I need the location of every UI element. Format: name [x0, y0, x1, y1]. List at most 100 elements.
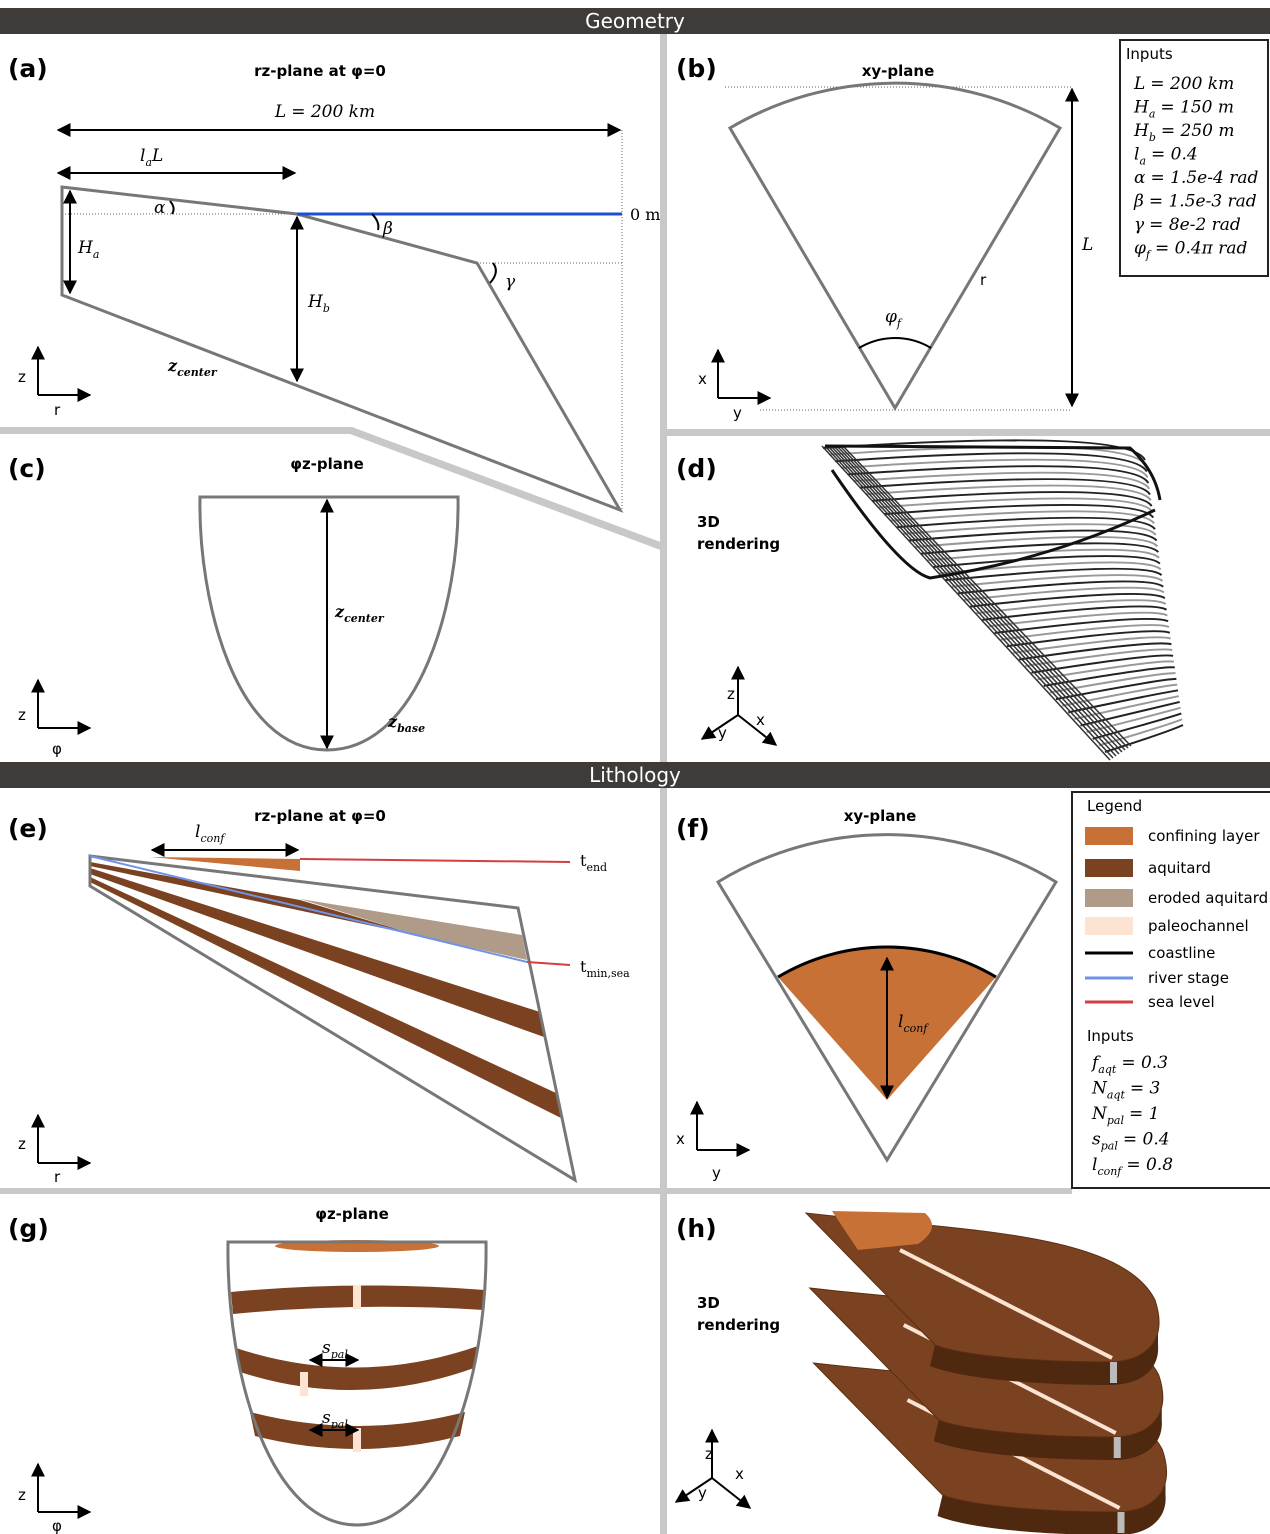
f-title: xy-plane: [844, 807, 917, 825]
b-l: L: [1081, 235, 1093, 255]
h-x: x: [735, 1465, 744, 1483]
symbol: H: [1133, 121, 1150, 141]
figure: GeometryLithology(a)rz-plane at φ=0L= 20…: [0, 0, 1270, 1534]
subscript: aqt: [1098, 1063, 1117, 1076]
h-y: y: [698, 1484, 707, 1502]
g-spal-0: spal: [322, 1338, 348, 1361]
panel-e: [90, 850, 575, 1180]
legend-items-2-label: eroded aquitard: [1148, 889, 1268, 907]
legend-title: Legend: [1087, 797, 1142, 815]
value: L: [151, 146, 163, 166]
symbol: φ: [1134, 239, 1146, 259]
subscript: pal: [331, 1348, 349, 1361]
cross-section: [200, 497, 458, 750]
value: = 200 km: [291, 102, 375, 122]
panel-a: [58, 130, 622, 510]
d-z: z: [727, 685, 735, 703]
value: = 0.3: [1121, 1053, 1168, 1073]
c-zc: zcenter: [334, 602, 385, 625]
legend-items-0-label: confining layer: [1148, 827, 1260, 845]
e-title: rz-plane at φ=0: [254, 807, 386, 825]
axis-arrow: [712, 1478, 750, 1508]
confining-layer: [150, 857, 300, 871]
subscript: conf: [903, 1022, 929, 1035]
sections-geometry: Geometry: [585, 9, 685, 33]
f-label: (f): [676, 814, 710, 843]
inputs-geometry-items-2: Hb= 250 m: [1133, 121, 1235, 144]
sector: [730, 83, 1060, 408]
symbol: H: [77, 238, 94, 258]
legend-swatch: [1085, 859, 1133, 877]
symbol: β: [1133, 192, 1144, 212]
a-title: rz-plane at φ=0: [254, 62, 386, 80]
inputs-geometry-items-4: α= 1.5e-4 rad: [1134, 168, 1258, 188]
subscript: pal: [331, 1418, 349, 1431]
value: = 150 m: [1160, 98, 1234, 118]
subscript: center: [177, 366, 218, 379]
paleochannel: [300, 1372, 308, 1396]
b-r: r: [980, 271, 987, 289]
legend-swatch: [1085, 889, 1133, 907]
e-z: z: [18, 1135, 26, 1153]
a-label: (a): [8, 54, 48, 83]
divider: [660, 788, 667, 1534]
g-spal-1: spal: [322, 1408, 348, 1431]
b-phif: φf: [885, 307, 903, 330]
a-sea: 0 m: [630, 205, 660, 224]
e-label: (e): [8, 814, 48, 843]
legend-swatch: [1085, 827, 1133, 845]
symbol: H: [307, 292, 324, 312]
mesh-line: [1105, 725, 1183, 752]
mesh-edge: [840, 446, 1128, 748]
subscript: conf: [1097, 1165, 1123, 1178]
angle-arc: [372, 214, 378, 230]
symbol: γ: [505, 272, 516, 292]
b-title: xy-plane: [862, 62, 935, 80]
divider: [0, 1188, 660, 1194]
paleochannel-side: [1114, 1437, 1121, 1458]
symbol: s: [322, 1408, 331, 1428]
h-label: (h): [676, 1214, 717, 1243]
a-l: L= 200 km: [274, 102, 375, 122]
value: = 0.4π rad: [1155, 239, 1248, 259]
legend-items-5-label: river stage: [1148, 969, 1229, 987]
c-title: φz-plane: [290, 455, 364, 473]
body: GeometryLithology(a)rz-plane at φ=0L= 20…: [0, 0, 1270, 1534]
symbol: H: [1133, 98, 1150, 118]
a-alpha: α: [154, 198, 166, 218]
value: = 0.4: [1151, 145, 1198, 165]
e-r: r: [54, 1168, 61, 1186]
symbol: L: [1133, 74, 1145, 94]
angle-arc: [170, 201, 174, 214]
subscript: f: [896, 317, 903, 330]
mesh-line: [884, 505, 1153, 518]
paleochannel-side: [1118, 1512, 1125, 1533]
paleochannel: [353, 1285, 361, 1309]
d-y: y: [718, 724, 727, 742]
inputs-geometry-title: Inputs: [1126, 45, 1173, 63]
subscript: b: [323, 302, 330, 315]
legend-items-3-label: paleochannel: [1148, 917, 1249, 935]
d-title-0: 3D: [697, 513, 720, 531]
legend-items-1-label: aquitard: [1148, 859, 1211, 877]
panel-c: [200, 497, 458, 750]
sea-level: [300, 859, 570, 862]
value: = 0.4: [1123, 1130, 1170, 1150]
a-hb: Hb: [307, 292, 330, 315]
b-label: (b): [676, 54, 717, 83]
panel-h: [806, 1211, 1166, 1534]
c-label: (c): [8, 454, 46, 483]
value: = 1.5e-3 rad: [1149, 192, 1257, 212]
symbol: N: [1091, 1079, 1108, 1099]
a-gamma: γ: [505, 272, 516, 292]
subscript: aqt: [1107, 1089, 1126, 1102]
legend-items-4-label: coastline: [1148, 944, 1215, 962]
d-title-1: rendering: [697, 535, 780, 553]
angle-arc: [859, 338, 931, 348]
symbol: L: [274, 102, 286, 122]
paleochannel: [353, 1428, 361, 1452]
value: = 1: [1129, 1104, 1159, 1124]
subscript: a: [1139, 155, 1146, 168]
b-y: y: [733, 404, 742, 422]
symbol: N: [1091, 1104, 1108, 1124]
